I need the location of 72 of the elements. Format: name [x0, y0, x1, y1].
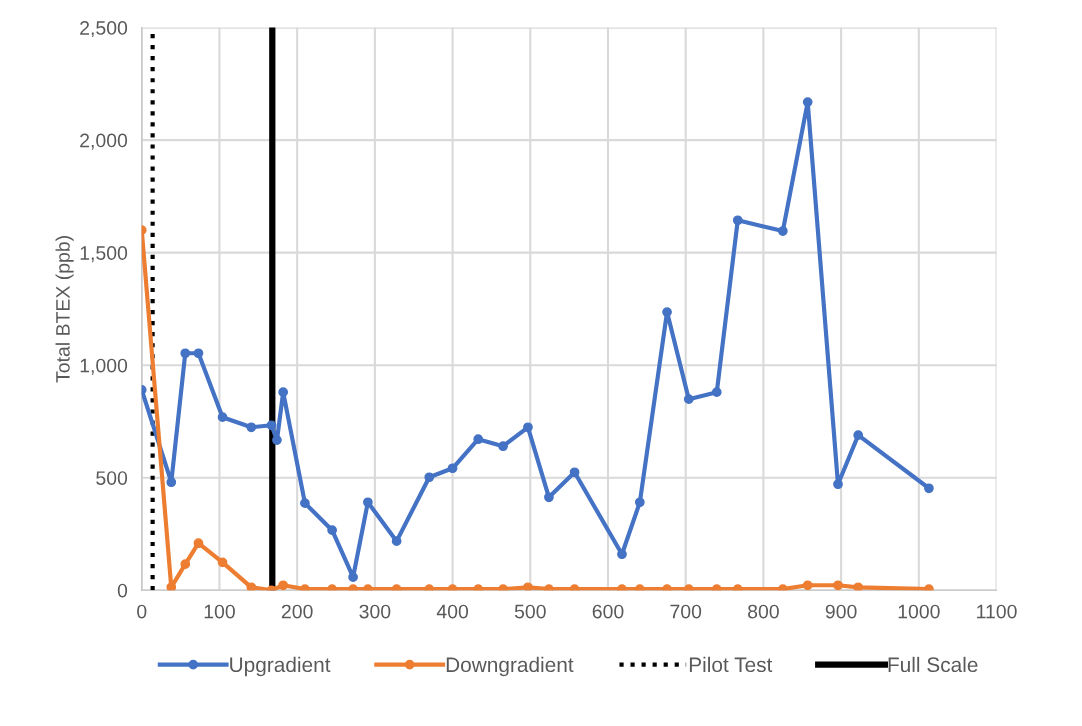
point	[300, 584, 310, 591]
x-tick-label: 300	[359, 604, 391, 619]
point	[266, 420, 277, 431]
x-tick-label: 1100	[977, 604, 1017, 619]
point	[180, 559, 191, 569]
legend-label: Pilot Test	[689, 656, 773, 673]
point	[617, 549, 627, 560]
point	[523, 582, 533, 591]
x-tick-label: 400	[436, 604, 469, 619]
x-tick-label: 800	[748, 604, 779, 619]
point	[833, 580, 843, 591]
legend-label: Full Scale	[888, 656, 978, 673]
y-tick-label: 1,000	[80, 358, 128, 375]
point	[193, 538, 204, 549]
point	[924, 584, 934, 591]
point	[523, 422, 533, 433]
point	[802, 580, 813, 591]
legend-label: Upgradient	[230, 656, 331, 677]
y-tick-label: 0	[117, 583, 128, 598]
y-axis-title: Total BTEX (ppb)	[55, 236, 74, 383]
point	[732, 215, 743, 226]
point	[278, 580, 289, 591]
point	[833, 479, 843, 490]
point	[348, 584, 358, 591]
point	[777, 226, 788, 236]
point	[634, 497, 645, 508]
point	[246, 582, 257, 591]
x-tick-label: 900	[825, 604, 857, 619]
point	[498, 441, 508, 452]
point	[853, 430, 864, 441]
y-tick-label: 2,500	[80, 21, 128, 38]
point	[217, 557, 228, 568]
point	[424, 472, 435, 483]
point	[617, 584, 627, 591]
point	[300, 498, 310, 509]
point	[180, 348, 191, 359]
point	[662, 584, 672, 591]
y-tick-label: 1,500	[80, 246, 128, 263]
x-tick-label: 600	[592, 604, 624, 619]
point	[363, 584, 373, 591]
point	[327, 525, 337, 536]
x-tick-label: 100	[204, 604, 235, 619]
x-tick-label: 200	[281, 604, 313, 619]
point	[802, 97, 813, 107]
x-tick-label: 500	[514, 604, 546, 619]
x-tick-label: 1000	[898, 604, 940, 619]
point	[348, 572, 358, 583]
point	[278, 387, 289, 398]
x-tick-label: 0	[137, 604, 147, 619]
point	[853, 582, 864, 591]
point	[246, 422, 257, 433]
point	[447, 463, 458, 474]
x-tick-label: 700	[670, 604, 702, 619]
point	[544, 584, 554, 591]
point	[193, 348, 204, 359]
point	[217, 412, 228, 423]
point	[544, 492, 554, 503]
point	[166, 477, 177, 488]
point	[327, 584, 337, 591]
point	[569, 467, 580, 478]
point	[683, 394, 694, 405]
y-tick-label: 2,000	[80, 133, 128, 150]
point	[391, 536, 402, 547]
point	[166, 582, 177, 591]
point	[498, 584, 508, 591]
point	[272, 435, 282, 445]
y-tick-label: 500	[96, 471, 128, 485]
point	[924, 483, 934, 494]
legend-label: Downgradient	[446, 656, 574, 677]
point	[711, 387, 722, 398]
point	[473, 434, 484, 445]
point	[662, 307, 672, 317]
